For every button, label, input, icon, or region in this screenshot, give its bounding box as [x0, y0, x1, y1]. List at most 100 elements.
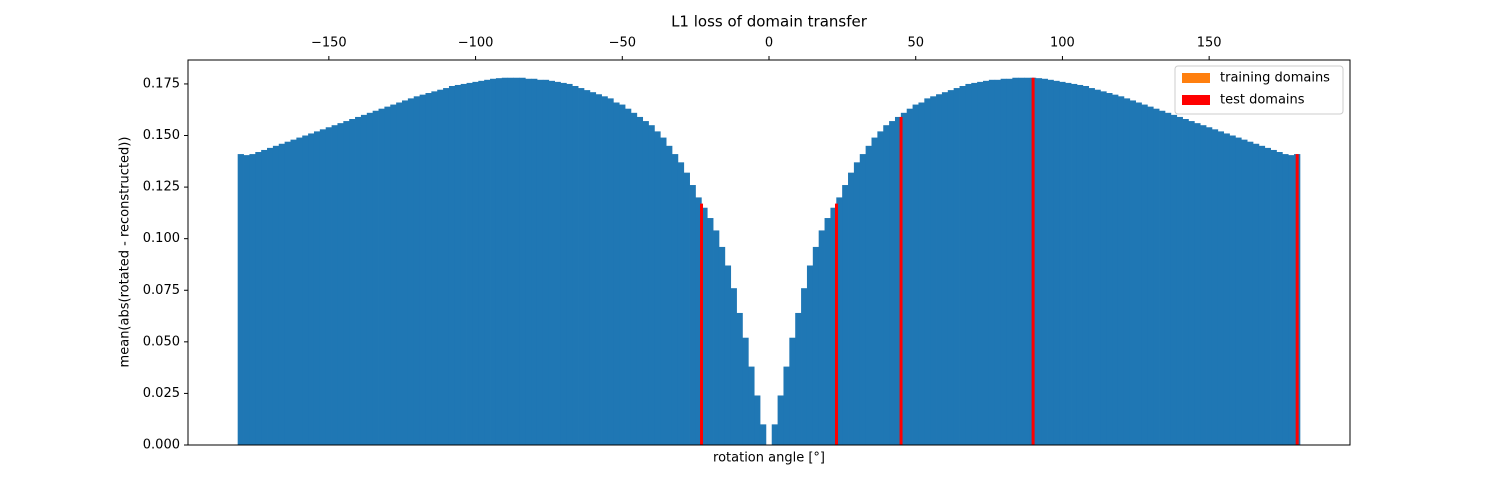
- bar: [607, 98, 614, 445]
- bar: [1264, 147, 1271, 445]
- bar: [1159, 110, 1166, 446]
- bar: [988, 79, 996, 446]
- bar: [390, 104, 397, 445]
- bar: [683, 172, 690, 445]
- bar: [865, 145, 872, 445]
- bar: [525, 78, 532, 446]
- bar: [1024, 77, 1031, 445]
- bar: [443, 88, 450, 445]
- bar: [1047, 79, 1054, 446]
- x-tick-label: −50: [609, 36, 636, 51]
- bar: [1211, 129, 1219, 445]
- bar: [396, 102, 403, 445]
- bar: [1164, 112, 1172, 446]
- bar: [677, 162, 685, 445]
- bar: [936, 94, 943, 446]
- bar: [883, 125, 890, 445]
- bar: [1076, 84, 1084, 446]
- bar: [272, 145, 280, 445]
- bar: [513, 77, 520, 445]
- bar: [1018, 77, 1025, 445]
- bar: [947, 90, 955, 445]
- bar: [595, 94, 602, 446]
- bar: [1035, 78, 1043, 445]
- bar: [267, 147, 274, 445]
- bar: [625, 108, 632, 446]
- bar: [531, 78, 538, 446]
- bar: [372, 110, 379, 446]
- bar: [930, 96, 937, 446]
- bar: [759, 424, 767, 445]
- bar: [613, 102, 620, 445]
- y-tick-label: 0.125: [143, 180, 180, 195]
- bar: [806, 265, 814, 445]
- bar: [536, 79, 544, 446]
- bar: [713, 230, 720, 445]
- bar: [871, 137, 878, 446]
- bar: [1088, 88, 1095, 445]
- bar: [701, 207, 708, 445]
- bar: [1206, 127, 1213, 445]
- bar: [642, 121, 649, 445]
- bar: [1229, 135, 1236, 445]
- bar: [660, 137, 667, 446]
- bar: [918, 102, 925, 445]
- y-tick-label: 0.075: [143, 283, 180, 298]
- legend-label: training domains: [1220, 71, 1330, 86]
- bar: [742, 337, 749, 445]
- plot-area: [237, 77, 1301, 446]
- bar: [707, 218, 714, 445]
- bar: [1241, 139, 1248, 446]
- chart-title: L1 loss of domain transfer: [671, 13, 868, 31]
- bar: [959, 85, 966, 445]
- bar: [994, 79, 1002, 446]
- bar: [478, 80, 485, 446]
- bar: [771, 424, 779, 445]
- x-tick-label: 50: [907, 36, 924, 51]
- bar: [1153, 108, 1160, 446]
- bar: [730, 288, 737, 445]
- bar: [1012, 77, 1019, 445]
- bar: [748, 366, 755, 445]
- bar: [1194, 123, 1201, 446]
- bar: [343, 121, 350, 445]
- bar: [413, 96, 421, 446]
- bar: [1258, 145, 1266, 445]
- bar: [331, 125, 338, 445]
- bar: [666, 145, 673, 445]
- bar: [1053, 80, 1060, 446]
- bar: [924, 98, 931, 445]
- bar: [349, 119, 356, 445]
- bar: [912, 104, 919, 445]
- y-tick-label: 0.000: [143, 438, 180, 453]
- bar: [1000, 78, 1007, 446]
- bar: [654, 131, 661, 445]
- bar: [671, 154, 679, 445]
- bar: [1141, 104, 1148, 445]
- bar: [1041, 78, 1048, 446]
- bar: [1235, 137, 1242, 446]
- x-tick-label: 150: [1197, 36, 1222, 51]
- bar: [724, 265, 732, 445]
- bar: [466, 82, 473, 446]
- bar: [566, 83, 573, 446]
- bar: [1117, 96, 1125, 446]
- bar: [302, 135, 309, 445]
- bar: [378, 108, 385, 446]
- bar: [319, 129, 327, 445]
- bar: [578, 88, 585, 445]
- bar: [906, 108, 913, 446]
- test-domain-bar: [899, 116, 903, 445]
- bar: [1106, 93, 1113, 446]
- bar: [965, 83, 972, 446]
- bar: [1188, 121, 1195, 445]
- bar: [977, 81, 984, 446]
- x-tick-label: −100: [458, 36, 494, 51]
- bar: [836, 197, 843, 445]
- bar: [249, 154, 256, 445]
- bar: [542, 79, 550, 446]
- bar: [255, 152, 262, 445]
- bar: [402, 100, 409, 445]
- x-axis-label: rotation angle [°]: [713, 451, 825, 466]
